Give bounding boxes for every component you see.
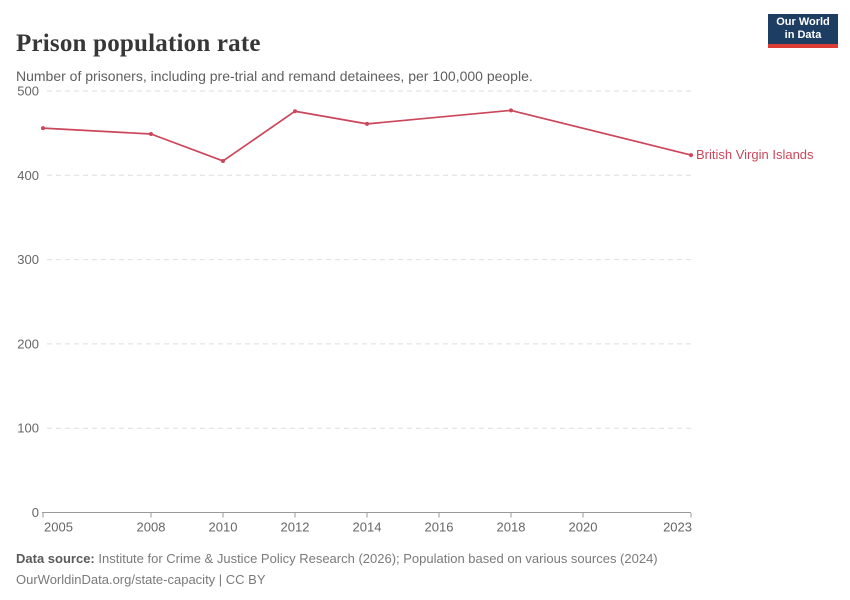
y-tick-label-300: 300 (17, 252, 39, 267)
chart-footer: Data source: Institute for Crime & Justi… (16, 548, 658, 590)
data-point-2012[interactable] (293, 109, 297, 114)
owid-logo-line1: Our World (776, 16, 830, 28)
y-tick-label-200: 200 (17, 336, 39, 351)
data-point-2010[interactable] (221, 158, 225, 163)
y-tick-label-500: 500 (17, 84, 39, 99)
x-tick-label-2012: 2012 (281, 520, 310, 535)
x-tick-label-2023: 2023 (663, 520, 692, 535)
x-tick-label-2016: 2016 (425, 520, 454, 535)
footer-separator: | (215, 572, 226, 587)
x-tick-label-2008: 2008 (137, 520, 166, 535)
data-point-2008[interactable] (149, 131, 153, 136)
license-line: OurWorldinData.org/state-capacity | CC B… (16, 569, 658, 590)
data-point-2018[interactable] (509, 108, 513, 113)
data-source-text: Institute for Crime & Justice Policy Res… (94, 551, 658, 566)
chart-subtitle: Number of prisoners, including pre-trial… (16, 68, 533, 84)
data-source-label: Data source: (16, 551, 95, 566)
y-tick-label-400: 400 (17, 168, 39, 183)
data-point-2023[interactable] (689, 153, 693, 158)
license-link[interactable]: CC BY (225, 572, 266, 587)
y-tick-label-100: 100 (17, 421, 39, 436)
page-title: Prison population rate (16, 29, 261, 57)
x-tick-label-2018: 2018 (497, 520, 526, 535)
chart-url-link[interactable]: OurWorldinData.org/state-capacity (16, 572, 216, 587)
x-tick-label-2020: 2020 (569, 520, 598, 535)
x-tick-label-2014: 2014 (353, 520, 382, 535)
data-source-line: Data source: Institute for Crime & Justi… (16, 548, 658, 569)
x-tick-label-2005: 2005 (44, 520, 73, 535)
data-point-2014[interactable] (365, 121, 369, 126)
data-line-British Virgin Islands[interactable] (42, 109, 692, 162)
y-tick-label-0: 0 (32, 505, 39, 520)
data-point-2005[interactable] (41, 126, 45, 131)
series-label-british-virgin-islands[interactable]: British Virgin Islands (696, 147, 814, 162)
owid-logo[interactable]: Our World in Data (768, 14, 838, 48)
x-tick-label-2010: 2010 (209, 520, 238, 535)
owid-logo-line2: in Data (784, 29, 822, 41)
